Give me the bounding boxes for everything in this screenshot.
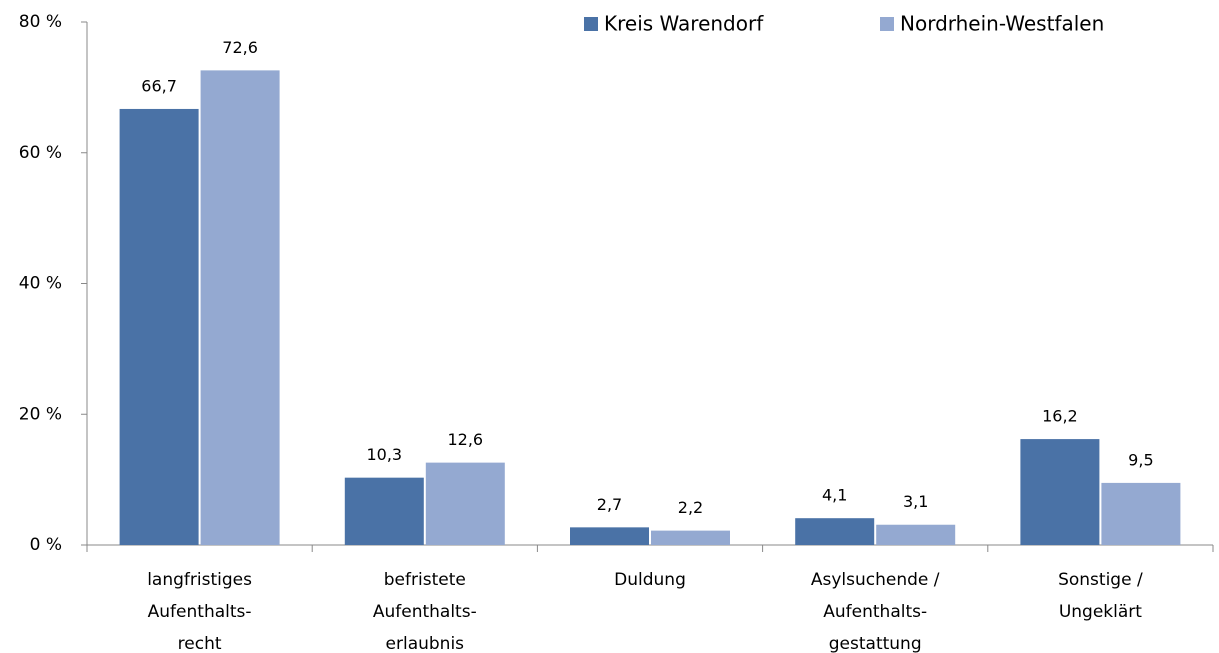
x-tick-label: Sonstige /: [1058, 570, 1143, 590]
legend-label: Kreis Warendorf: [604, 12, 764, 36]
value-label: 2,7: [597, 495, 622, 514]
bar: [795, 518, 875, 545]
y-tick-label: 80 %: [19, 12, 62, 32]
legend-swatch: [584, 17, 598, 31]
value-label: 12,6: [447, 430, 483, 449]
value-label: 9,5: [1128, 450, 1153, 469]
bar: [570, 527, 649, 545]
legend-swatch: [880, 17, 894, 31]
bar: [1101, 482, 1181, 545]
value-label: 4,1: [822, 486, 847, 505]
value-label: 3,1: [903, 492, 928, 511]
legend-label: Nordrhein-Westfalen: [900, 12, 1104, 36]
y-tick-label: 40 %: [19, 274, 62, 294]
value-label: 2,2: [678, 498, 703, 517]
x-tick-label: Aufenthalts-: [373, 602, 477, 622]
value-label: 16,2: [1042, 407, 1078, 426]
bar: [1020, 439, 1100, 545]
x-tick-label: Asylsuchende /: [811, 570, 940, 590]
x-tick-label: erlaubnis: [386, 634, 465, 653]
y-tick-label: 0 %: [30, 535, 62, 555]
x-tick-label: langfristiges: [147, 570, 252, 590]
bar: [344, 477, 424, 545]
x-tick-label: Ungeklärt: [1059, 602, 1142, 622]
value-label: 10,3: [366, 445, 402, 464]
bar: [651, 530, 730, 545]
x-tick-label: Aufenthalts-: [148, 602, 252, 622]
x-tick-label: Aufenthalts-: [823, 602, 927, 622]
bar: [119, 108, 199, 545]
bar: [876, 524, 956, 545]
x-tick-label: Duldung: [614, 570, 686, 590]
x-tick-label: gestattung: [829, 634, 922, 653]
y-tick-label: 20 %: [19, 404, 62, 424]
y-tick-label: 60 %: [19, 143, 62, 163]
value-label: 66,7: [141, 76, 177, 95]
x-tick-label: recht: [178, 634, 222, 653]
x-tick-label: befristete: [384, 570, 466, 590]
bar: [200, 70, 280, 545]
value-label: 72,6: [222, 38, 258, 57]
bar: [425, 462, 505, 545]
